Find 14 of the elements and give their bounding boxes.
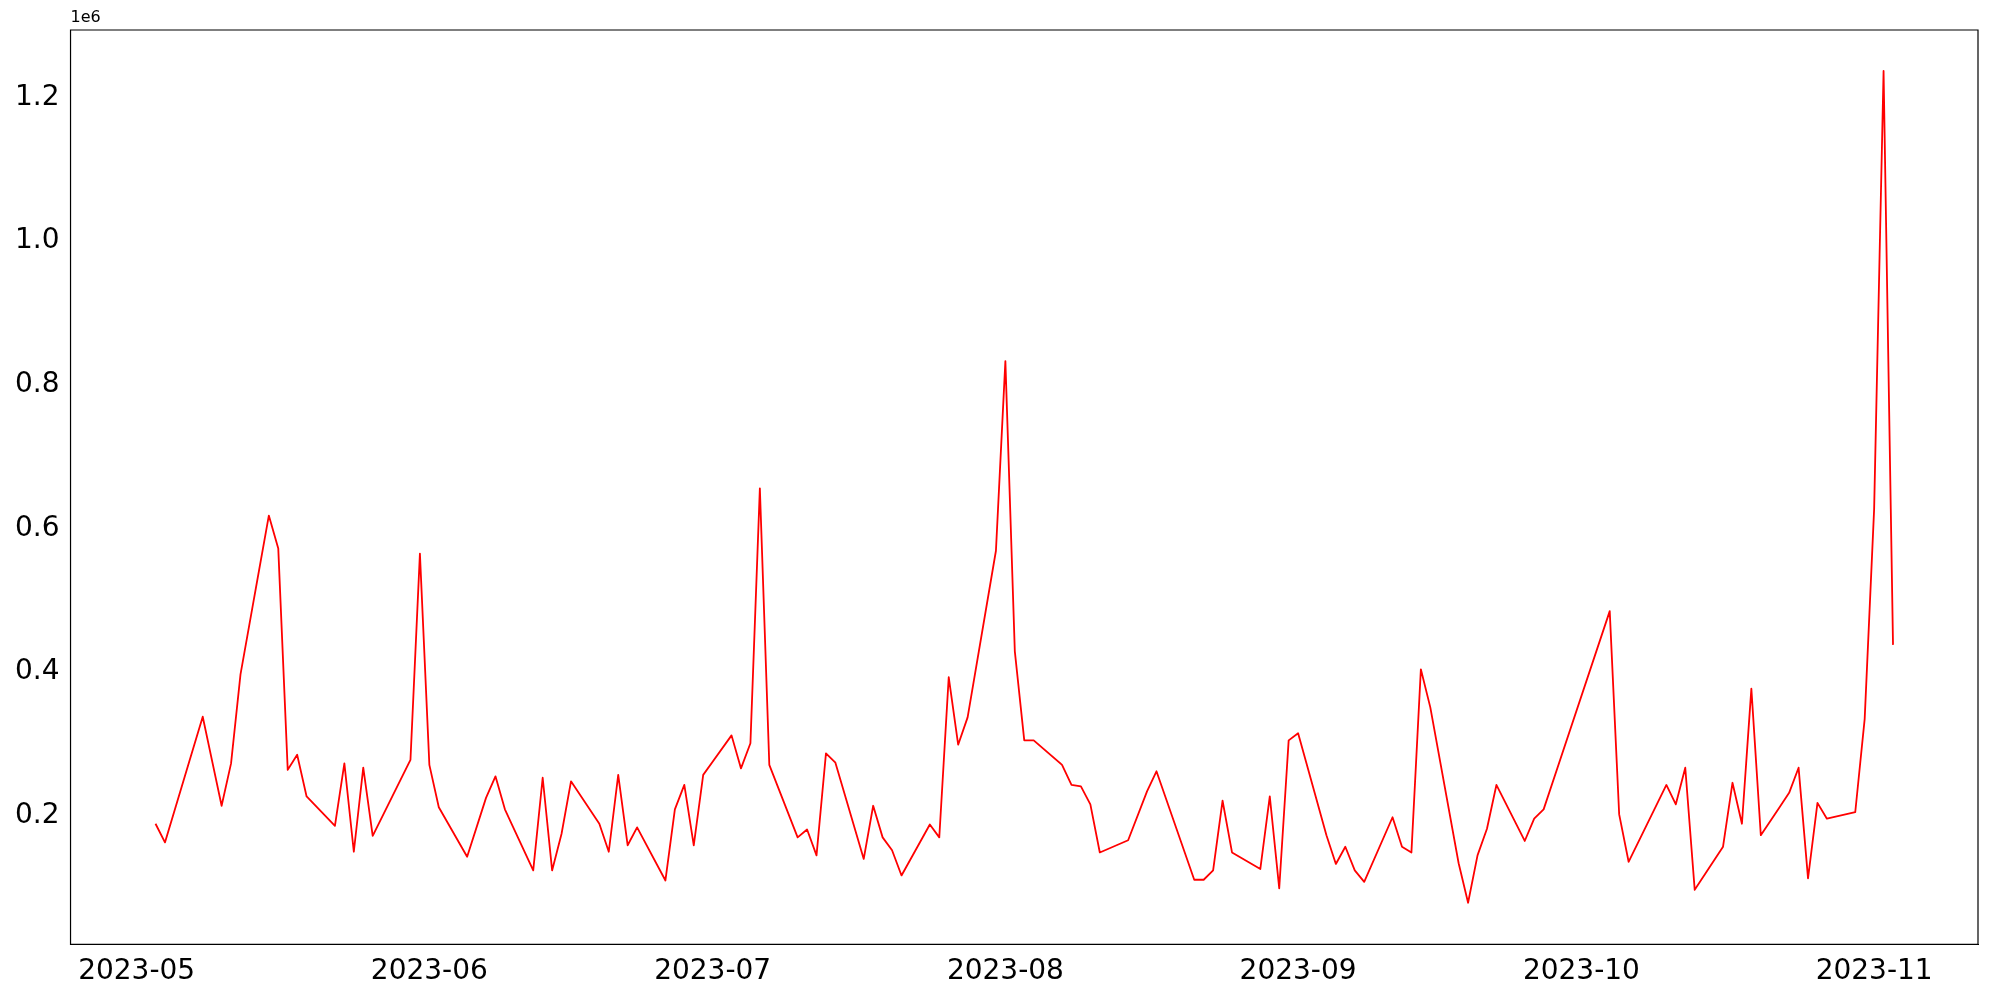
y-tick-label: 0.6	[15, 509, 60, 543]
x-tick-label: 2023-11	[1815, 953, 1933, 987]
x-tick-label: 2023-06	[370, 953, 488, 987]
x-tick-label: 2023-05	[78, 953, 196, 987]
y-tick-label: 0.2	[15, 797, 60, 831]
y-tick-label: 1.2	[15, 78, 60, 112]
x-tick-label: 2023-10	[1522, 953, 1640, 987]
y-tick-label: 0.8	[15, 366, 60, 400]
y-tick-label: 0.4	[15, 653, 60, 687]
x-tick-label: 2023-07	[654, 953, 772, 987]
y-tick-label: 1.0	[15, 222, 60, 256]
x-tick-label: 2023-08	[946, 953, 1064, 987]
text: 1e6	[70, 7, 101, 27]
x-tick-label: 2023-09	[1239, 953, 1357, 987]
